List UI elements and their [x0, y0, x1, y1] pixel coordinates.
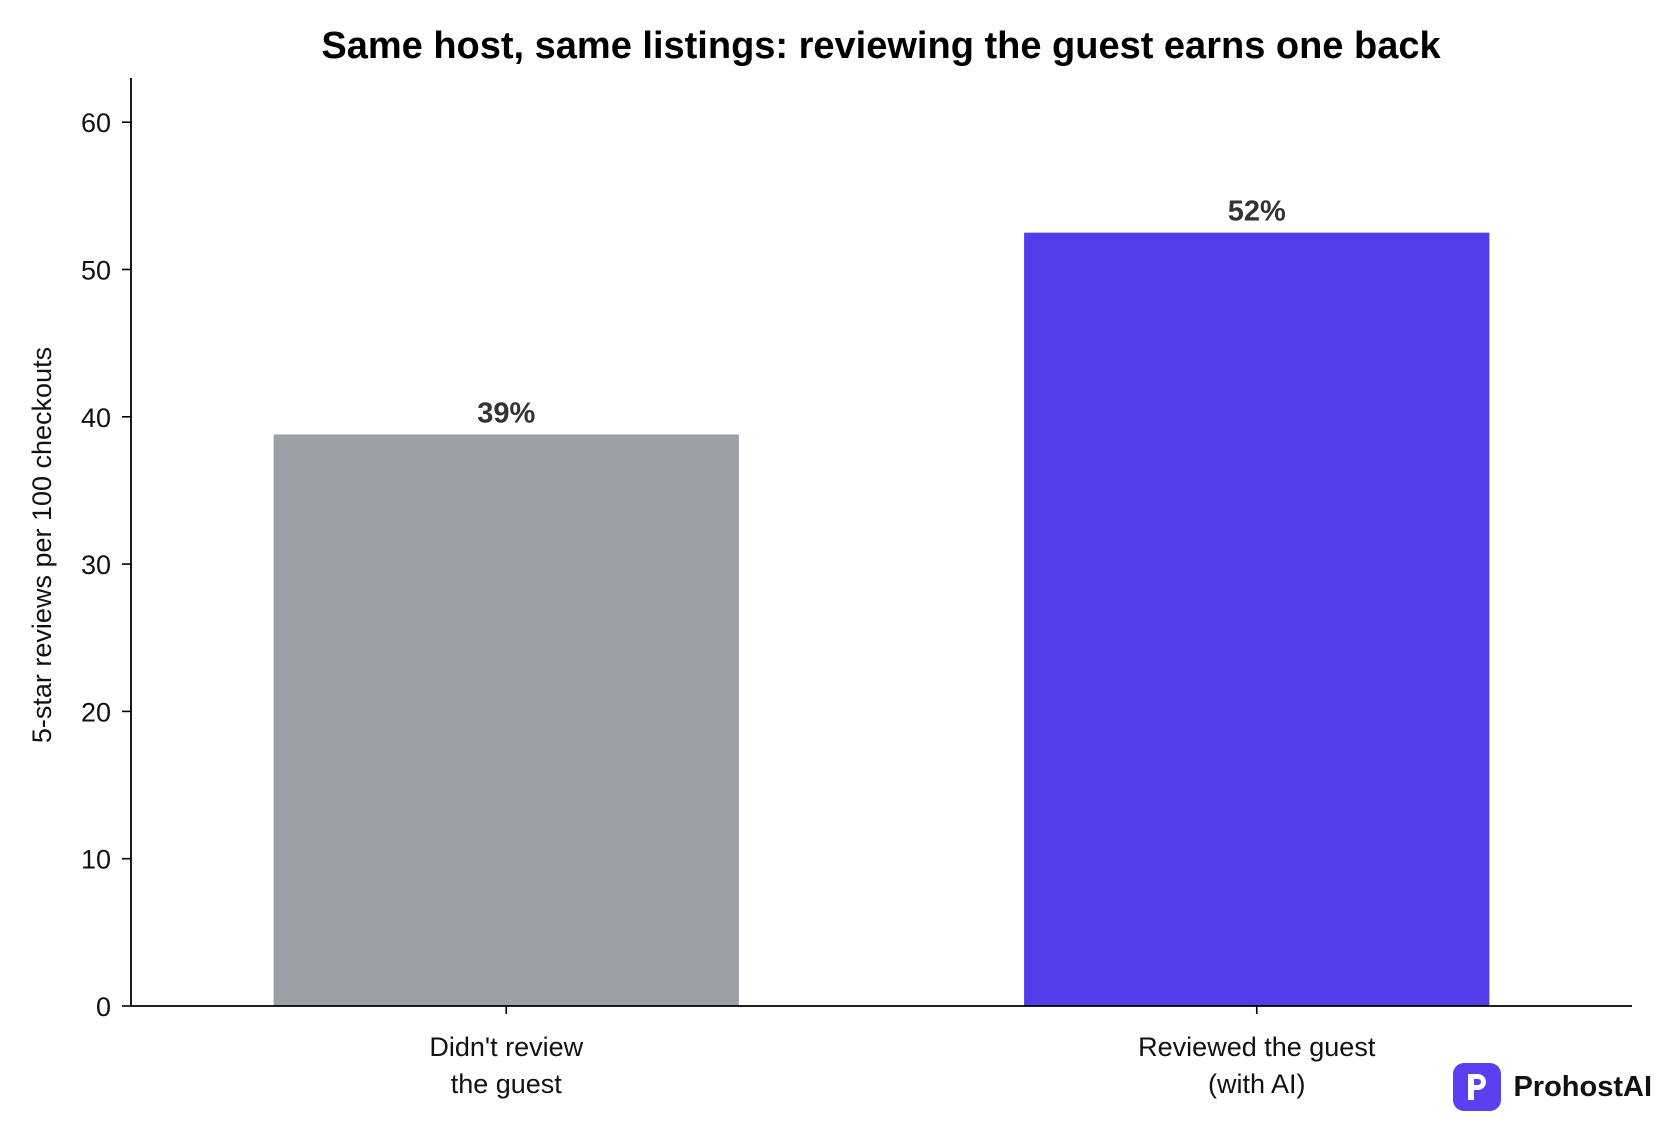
chart-title: Same host, same listings: reviewing the … [321, 25, 1441, 67]
x-tick-label-0-1: the guest [451, 1069, 563, 1099]
data-label-0: 39% [477, 397, 535, 429]
y-axis-label: 5-star reviews per 100 checkouts [27, 347, 57, 743]
y-tick-label-1: 10 [81, 845, 111, 875]
y-tick-label-5: 50 [81, 255, 111, 285]
axes [130, 78, 1632, 1007]
bars [273, 232, 1490, 1006]
brand-name: ProhostAI [1513, 1070, 1652, 1103]
y-tick-label-4: 40 [81, 403, 111, 433]
data-labels: 39% 52% [477, 196, 1286, 430]
data-label-1: 52% [1228, 196, 1286, 228]
y-tick-label-0: 0 [96, 992, 111, 1022]
y-tick-label-3: 30 [81, 550, 111, 580]
bar-1 [1024, 232, 1490, 1006]
p-logo-icon [1453, 1063, 1502, 1111]
y-tick-label-6: 60 [81, 108, 111, 138]
x-tick-label-0-0: Didn't review [429, 1032, 583, 1062]
x-tick-label-1-1: (with AI) [1208, 1069, 1306, 1099]
bar-0 [273, 434, 739, 1006]
brand-logo: ProhostAI [1453, 1063, 1652, 1111]
y-ticks: 0 10 20 30 40 50 60 [81, 108, 131, 1022]
x-tick-label-1-0: Reviewed the guest [1138, 1032, 1376, 1062]
y-tick-label-2: 20 [81, 697, 111, 727]
x-ticks: Didn't review the guest Reviewed the guest… [429, 1006, 1376, 1099]
